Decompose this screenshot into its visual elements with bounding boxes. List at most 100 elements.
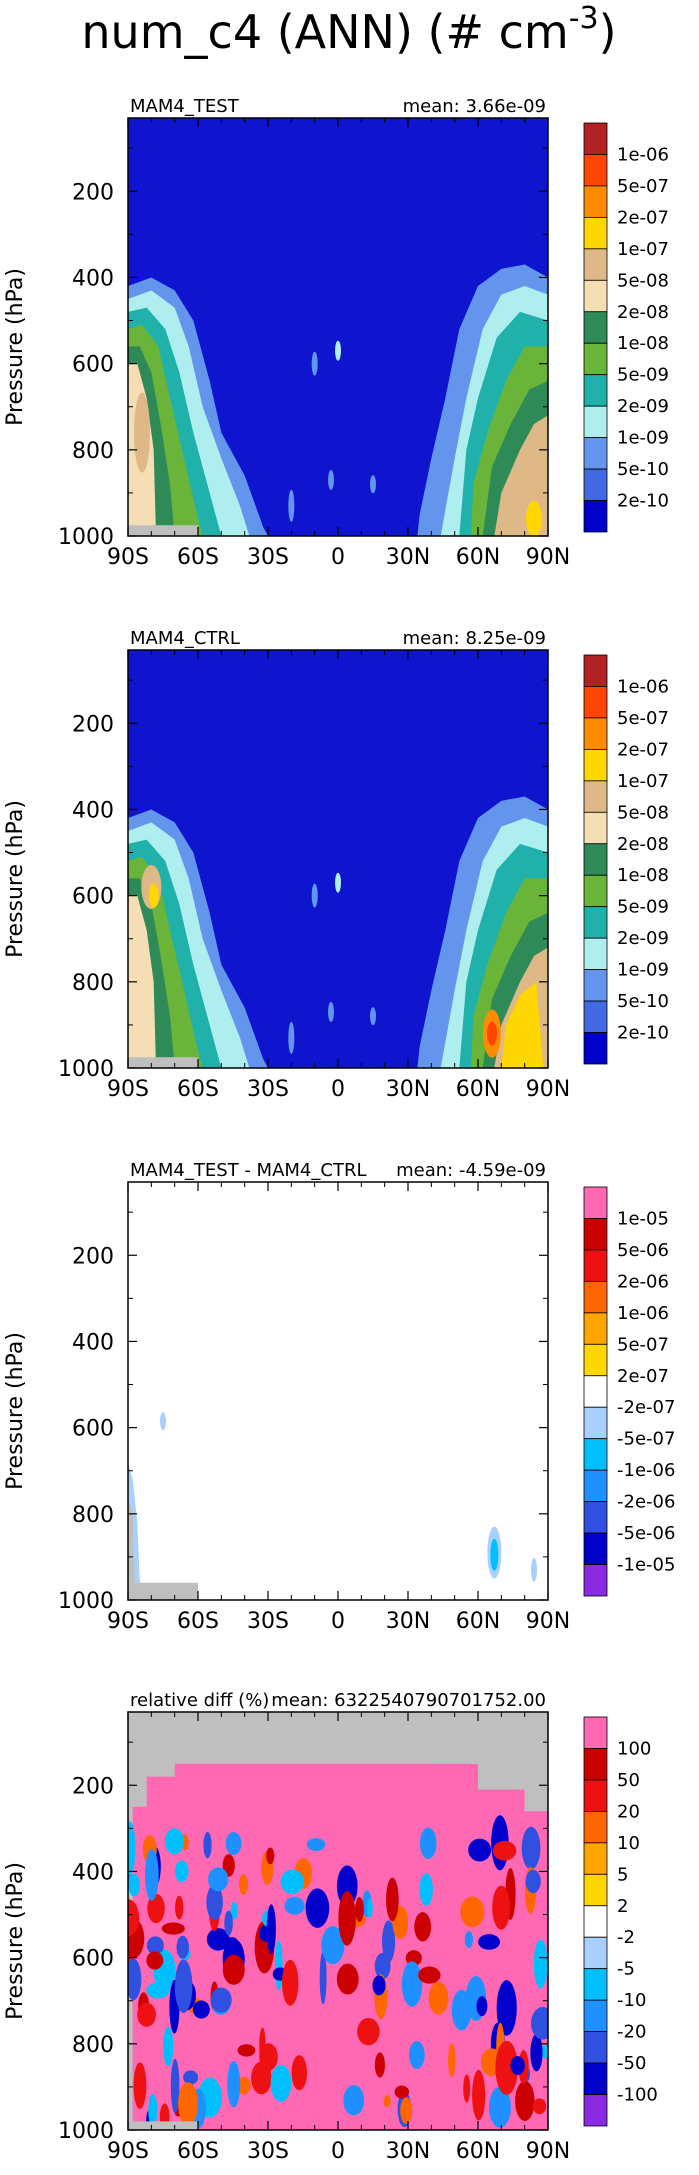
colorbar-swatch <box>583 154 608 187</box>
field-contour <box>144 1849 159 1901</box>
colorbar-label: 2 <box>617 1896 628 1917</box>
field-contour <box>460 1896 485 1928</box>
colorbar-label: -5e-06 <box>617 1523 675 1544</box>
field-contour <box>133 2062 147 2109</box>
colorbar-label: 2e-09 <box>617 928 669 949</box>
colorbar-label: -2e-07 <box>617 1397 675 1418</box>
colorbar-label: 1e-09 <box>617 428 669 449</box>
colorbar-label: 2e-06 <box>617 1271 669 1292</box>
field-contour <box>495 2040 518 2095</box>
field-contour <box>259 2043 278 2071</box>
colorbar-label: 1e-08 <box>617 865 669 886</box>
colorbar-label: 2e-07 <box>617 1366 669 1387</box>
colorbar-label: -2e-06 <box>617 1492 675 1513</box>
field-contour <box>239 1874 249 1895</box>
field-contour <box>400 2097 413 2125</box>
x-tick-label: 90S <box>107 545 149 570</box>
field-contour <box>370 1007 376 1026</box>
field-contour <box>163 2026 174 2067</box>
x-tick-label: 0 <box>331 1077 345 1102</box>
field-contour <box>146 1936 164 1955</box>
y-tick-label: 600 <box>72 1947 114 1972</box>
colorbar-swatch <box>583 2062 608 2095</box>
panel-left-title: relative diff (%) <box>130 1690 269 1711</box>
field-contour <box>328 469 334 490</box>
x-tick-label: 60S <box>177 1077 219 1102</box>
x-tick-label: 60N <box>456 1077 500 1102</box>
field-contour <box>464 1930 473 1949</box>
field-contour <box>533 1939 548 1989</box>
colorbar-swatch <box>583 311 608 344</box>
field-contour <box>280 1869 305 1895</box>
field-contour <box>281 1959 299 2006</box>
field-contour <box>336 1963 359 1995</box>
topography-mask <box>128 1057 198 1068</box>
colorbar-swatch <box>583 2094 608 2127</box>
x-tick-label: 90S <box>107 1609 149 1634</box>
colorbar-label: 1e-06 <box>617 676 669 697</box>
field-contour <box>370 475 376 494</box>
field-contour <box>176 1935 189 1959</box>
field-contour <box>357 2017 380 2046</box>
colorbar-swatch <box>583 1810 608 1844</box>
colorbar-swatch <box>583 437 608 470</box>
colorbar-swatch <box>583 1779 608 1812</box>
colorbar-swatch <box>583 937 608 971</box>
field-contour <box>510 2056 525 2075</box>
y-tick-label: 1000 <box>58 525 114 550</box>
colorbar-swatch <box>583 1501 608 1534</box>
colorbar-label: 2e-07 <box>617 739 669 760</box>
field-contour <box>401 1961 423 2007</box>
panel-left-title: MAM4_TEST - MAM4_CTRL <box>130 1160 366 1181</box>
field-contour <box>237 2044 256 2057</box>
field-contour <box>128 1958 142 2001</box>
x-tick-label: 30S <box>247 545 289 570</box>
field-contour <box>468 1838 492 1862</box>
colorbar-swatch <box>583 748 608 782</box>
field-contour <box>225 1831 242 1855</box>
y-tick-label: 800 <box>72 971 114 996</box>
colorbar-label: 2e-08 <box>617 834 669 855</box>
field-contour <box>210 1987 232 2013</box>
colorbar-swatch <box>583 1218 608 1251</box>
colorbar-swatch <box>583 185 608 218</box>
colorbar-swatch <box>583 717 608 750</box>
field-contour <box>174 1959 193 2013</box>
colorbar-swatch <box>583 1905 608 1938</box>
field-contour <box>128 1712 548 2130</box>
colorbar-label: 5 <box>617 1864 628 1885</box>
field-contour <box>178 2082 198 2126</box>
chart-panel: relative diff (%) mean: 6322540790701752.… <box>3 1690 658 2164</box>
field-contour <box>496 1980 517 2036</box>
field-contour <box>128 1873 140 1897</box>
field-contour <box>394 2085 409 2099</box>
colorbar-swatch <box>583 1186 608 1219</box>
x-tick-label: 30N <box>386 1077 430 1102</box>
colorbar-label: 1e-09 <box>617 960 669 981</box>
field-contour <box>311 351 318 376</box>
colorbar-label: -1e-05 <box>617 1555 675 1576</box>
field-contour <box>501 981 544 1068</box>
field-contour <box>374 2052 385 2078</box>
field-contour <box>490 1538 499 1571</box>
colorbar-swatch <box>583 1343 608 1377</box>
field-contour <box>222 1853 235 1877</box>
field-contour <box>463 2074 471 2103</box>
x-tick-label: 0 <box>331 545 345 570</box>
field-layer <box>128 264 548 536</box>
field-contour <box>227 2060 241 2108</box>
field-contour <box>521 1826 541 1870</box>
colorbar-swatch <box>583 216 608 250</box>
colorbar-label: 10 <box>617 1833 640 1854</box>
y-tick-label: 600 <box>72 1417 114 1442</box>
field-contour <box>478 1934 500 1950</box>
y-tick-label: 800 <box>72 439 114 464</box>
x-tick-label: 0 <box>331 2139 345 2164</box>
field-contour <box>128 1899 140 1937</box>
x-tick-label: 90N <box>526 1609 570 1634</box>
topography-mask <box>128 525 198 536</box>
colorbar-swatch <box>583 1532 608 1565</box>
colorbar-swatch <box>583 906 608 939</box>
field-contour <box>515 2080 535 2121</box>
